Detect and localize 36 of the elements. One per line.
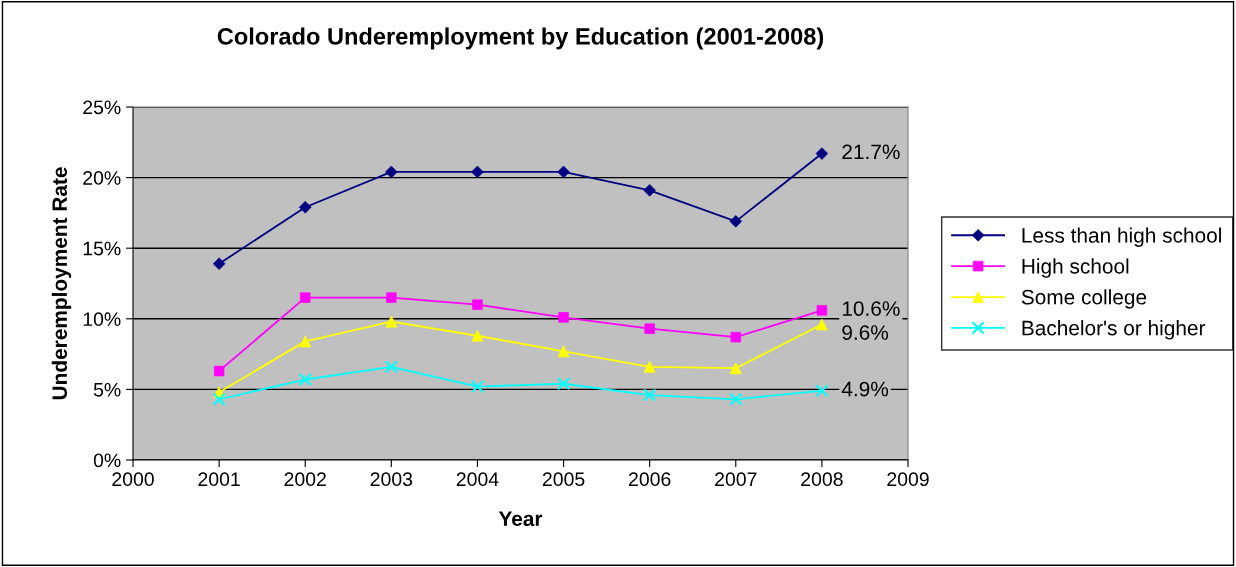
point bbox=[556, 377, 571, 391]
data-label: 9.6% bbox=[842, 325, 889, 340]
chart-title: Colorado Underemployment by Education (2001-2008) bbox=[217, 27, 824, 50]
x-tick-label: 2003 bbox=[370, 472, 413, 487]
point bbox=[729, 392, 743, 406]
x-tick-label: 2006 bbox=[629, 472, 671, 487]
legend-label: Some college bbox=[1021, 289, 1147, 309]
y-tick-label: 5% bbox=[93, 382, 121, 397]
point bbox=[644, 323, 655, 334]
x-tick-label: 2000 bbox=[112, 472, 154, 487]
y-axis-title: Underemployment Rate bbox=[51, 167, 72, 400]
x-tick-label: 2001 bbox=[198, 472, 240, 487]
point bbox=[384, 360, 398, 374]
x-tick-label: 2004 bbox=[456, 472, 499, 487]
data-label: 4.9% bbox=[841, 381, 889, 397]
y-tick-label: 20% bbox=[83, 171, 121, 185]
x-tick-label: 2007 bbox=[715, 472, 757, 487]
x-tick-label: 2008 bbox=[801, 472, 843, 487]
point bbox=[470, 379, 485, 394]
data-label: 10.6% bbox=[842, 301, 900, 316]
y-tick-label: 25% bbox=[83, 100, 121, 115]
point bbox=[643, 388, 657, 402]
legend-label: Less than high school bbox=[1022, 227, 1221, 247]
x-tick-label: 2005 bbox=[542, 472, 585, 487]
x-tick-label: 2002 bbox=[284, 472, 326, 487]
x-tick-label: 2009 bbox=[887, 472, 929, 487]
legend-label: High school bbox=[1022, 258, 1129, 278]
data-label: 21.7% bbox=[842, 144, 900, 160]
point bbox=[298, 372, 312, 387]
y-tick-label: 15% bbox=[83, 241, 121, 256]
y-tick-label: 0% bbox=[93, 453, 121, 468]
x-axis-title: Year bbox=[498, 511, 543, 527]
y-tick-label: 10% bbox=[83, 312, 121, 327]
legend-label: Bachelor's or higher bbox=[1022, 320, 1206, 340]
point bbox=[815, 384, 829, 398]
point bbox=[212, 392, 226, 406]
